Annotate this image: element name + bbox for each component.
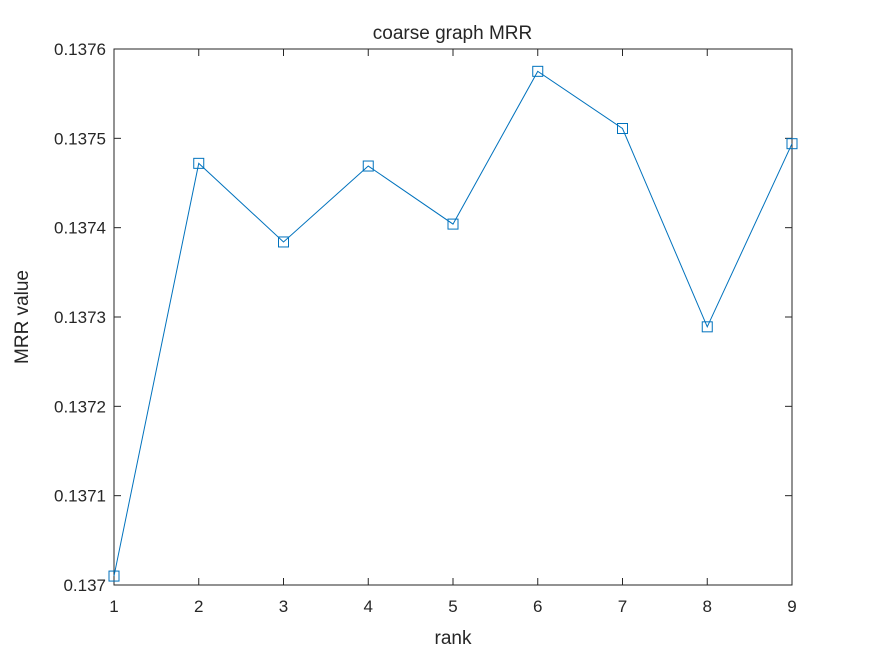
x-tick-label: 2 <box>194 597 203 616</box>
y-axis: 0.137 0.1371 0.1372 0.1373 0.1374 0.1375 0.137… <box>54 40 792 595</box>
x-tick-label: 1 <box>109 597 118 616</box>
plot-area <box>113 48 793 586</box>
x-tick-label: 3 <box>279 597 288 616</box>
y-tick-label: 0.1371 <box>54 487 106 506</box>
y-tick-label: 0.1373 <box>54 308 106 327</box>
x-tick-label: 5 <box>448 597 457 616</box>
series-layer <box>108 65 798 582</box>
x-tick-label: 9 <box>787 597 796 616</box>
data-point-marker <box>108 570 120 582</box>
data-point-marker <box>617 123 628 135</box>
chart-title: coarse graph MRR <box>373 23 532 44</box>
data-point-marker <box>447 218 459 230</box>
y-axis-label: MRR value <box>12 270 33 364</box>
data-point-marker <box>786 138 798 150</box>
x-tick-label: 8 <box>703 597 712 616</box>
data-point-marker <box>532 65 544 77</box>
y-tick-label: 0.1375 <box>54 129 106 148</box>
x-tick-label: 4 <box>364 597 373 616</box>
y-tick-label: 0.1376 <box>54 40 106 59</box>
y-tick-label: 0.137 <box>63 576 106 595</box>
x-tick-label: 7 <box>618 597 627 616</box>
data-point-marker <box>193 157 205 169</box>
y-tick-label: 0.1374 <box>54 219 106 238</box>
series-line <box>113 70 793 577</box>
data-point-marker <box>362 160 374 172</box>
x-axis-label: rank <box>435 628 472 649</box>
data-point-marker <box>701 321 713 333</box>
x-tick-label: 6 <box>533 597 542 616</box>
x-axis: 1 2 3 4 5 6 7 8 9 <box>109 49 797 616</box>
data-point-marker <box>278 236 289 248</box>
y-tick-label: 0.1372 <box>54 397 106 416</box>
